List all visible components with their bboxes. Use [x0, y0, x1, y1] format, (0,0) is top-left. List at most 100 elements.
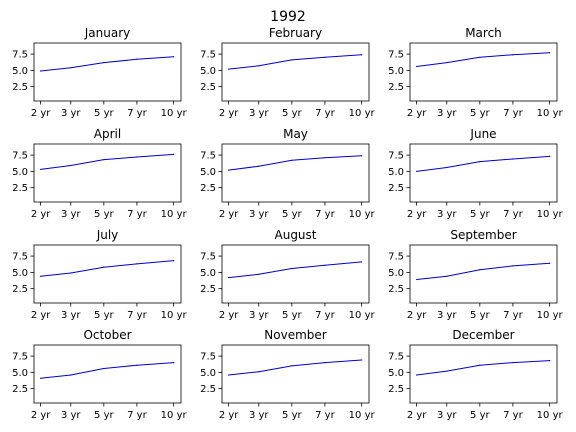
x-tick-label: 5 yr	[94, 410, 114, 421]
plot-frame	[409, 143, 558, 203]
plot-frame	[33, 244, 182, 304]
subplot-march: March 2.5 5.0 7.5 2 yr 3 yr 5 yr 7 yr 10 yr	[388, 26, 563, 119]
yield-point	[479, 56, 481, 58]
yield-point	[512, 361, 514, 364]
x-tick-label: 2 yr	[219, 209, 239, 220]
yield-curve-line	[416, 360, 550, 376]
yield-point	[70, 374, 72, 376]
x-tick-label: 10 yr	[161, 108, 188, 119]
subplot-title: September	[450, 228, 516, 242]
x-tick-label: 2 yr	[31, 310, 51, 321]
plot-frame	[221, 344, 370, 404]
yield-point	[324, 157, 326, 159]
yield-point	[228, 68, 230, 70]
plot-frame	[221, 42, 370, 102]
x-tick-label: 10 yr	[537, 410, 564, 421]
x-tick-label: 10 yr	[349, 410, 376, 421]
y-tick-label: 7.5	[388, 50, 404, 61]
y-tick-label: 2.5	[200, 82, 216, 93]
x-tick-label: 5 yr	[470, 108, 490, 119]
yield-point	[103, 266, 105, 268]
x-tick-label: 2 yr	[407, 209, 427, 220]
x-tick-label: 3 yr	[61, 209, 81, 220]
y-tick-label: 7.5	[388, 352, 404, 363]
y-tick-label: 7.5	[12, 352, 28, 363]
yield-point	[549, 52, 551, 54]
x-tick-label: 3 yr	[249, 410, 269, 421]
y-tick-label: 2.5	[200, 284, 216, 295]
x-tick-label: 7 yr	[315, 310, 335, 321]
x-tick-label: 5 yr	[470, 410, 490, 421]
plot-frame	[409, 42, 558, 102]
y-tick-label: 2.5	[12, 384, 28, 395]
yield-point	[173, 260, 175, 262]
yield-point	[40, 377, 42, 379]
yield-curve-line	[40, 153, 174, 170]
y-tick-label: 7.5	[388, 252, 404, 263]
y-tick-label: 7.5	[12, 252, 28, 263]
subplot-title: July	[96, 228, 119, 242]
x-tick-label: 7 yr	[503, 310, 523, 321]
yield-point	[446, 275, 448, 277]
yield-point	[136, 156, 138, 158]
subplot-june: June 2.5 5.0 7.5 2 yr 3 yr 5 yr 7 yr 10 yr	[388, 127, 563, 220]
subplot-december: December 2.5 5.0 7.5 2 yr 3 yr 5 yr 7 yr 10 yr	[388, 328, 563, 421]
subplot-october: October 2.5 5.0 7.5 2 yr 3 yr 5 yr 7 yr 10 yr	[12, 328, 187, 421]
figure-title: 1992	[270, 9, 306, 25]
yield-point	[361, 155, 363, 157]
x-tick-label: 2 yr	[31, 410, 51, 421]
yield-point	[361, 54, 363, 56]
x-tick-label: 7 yr	[127, 108, 147, 119]
yield-point	[479, 269, 481, 271]
yield-point	[40, 168, 42, 171]
subplot-title: December	[452, 328, 514, 342]
yield-point	[479, 364, 481, 366]
y-tick-label: 2.5	[388, 183, 404, 194]
x-tick-label: 5 yr	[470, 310, 490, 321]
subplot-may: May 2.5 5.0 7.5 2 yr 3 yr 5 yr 7 yr 10 yr	[200, 127, 375, 220]
x-tick-label: 7 yr	[503, 410, 523, 421]
x-tick-label: 2 yr	[219, 410, 239, 421]
yield-point	[228, 276, 230, 279]
yield-point	[324, 361, 326, 364]
yield-curve-line	[228, 54, 362, 70]
x-tick-label: 5 yr	[282, 209, 302, 220]
yield-point	[40, 70, 42, 72]
plot-frame	[221, 244, 370, 304]
subplot-title: January	[84, 26, 131, 40]
subplot-november: November 2.5 5.0 7.5 2 yr 3 yr 5 yr 7 yr 10 yr	[200, 328, 375, 421]
x-tick-label: 10 yr	[537, 209, 564, 220]
subplot-title: November	[264, 328, 326, 342]
yield-point	[103, 61, 105, 64]
yield-point	[416, 374, 418, 376]
x-tick-label: 7 yr	[127, 310, 147, 321]
y-tick-label: 2.5	[12, 82, 28, 93]
yield-point	[512, 158, 514, 160]
plot-frame	[33, 344, 182, 404]
x-tick-label: 2 yr	[219, 108, 239, 119]
x-tick-label: 2 yr	[31, 209, 51, 220]
y-tick-label: 2.5	[388, 284, 404, 295]
yield-point	[446, 61, 448, 64]
yield-point	[549, 360, 551, 362]
x-tick-label: 7 yr	[315, 108, 335, 119]
x-tick-label: 2 yr	[407, 108, 427, 119]
y-tick-label: 7.5	[200, 50, 216, 61]
yield-point	[324, 264, 326, 266]
yield-point	[258, 165, 260, 167]
x-tick-label: 10 yr	[537, 108, 564, 119]
yield-point	[173, 56, 175, 58]
x-tick-label: 7 yr	[127, 410, 147, 421]
x-tick-label: 3 yr	[61, 310, 81, 321]
yield-point	[512, 265, 514, 267]
x-tick-label: 5 yr	[94, 310, 114, 321]
yield-point	[258, 371, 260, 373]
yield-curve-line	[416, 262, 550, 280]
yield-point	[479, 160, 481, 163]
x-tick-label: 3 yr	[61, 410, 81, 421]
plot-frame	[33, 143, 182, 203]
yield-point	[228, 169, 230, 171]
x-tick-label: 7 yr	[127, 209, 147, 220]
yield-point	[40, 275, 42, 277]
subplot-april: April 2.5 5.0 7.5 2 yr 3 yr 5 yr 7 yr 10 yr	[12, 127, 187, 220]
